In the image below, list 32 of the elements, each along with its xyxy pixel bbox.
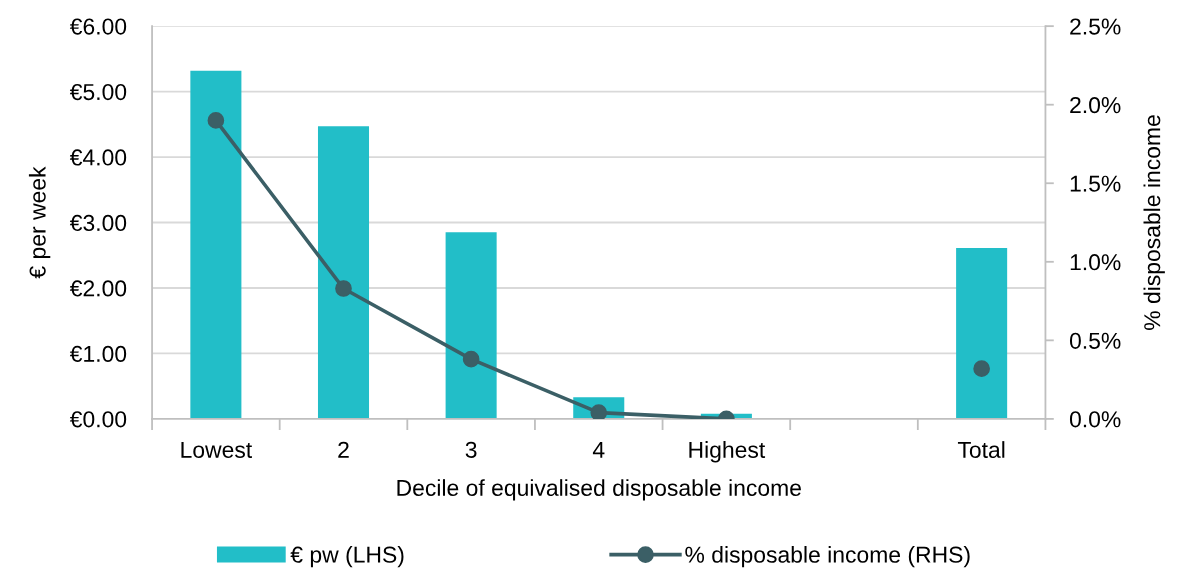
bar <box>317 126 370 419</box>
y-tick-label: €5.00 <box>69 83 127 101</box>
y2-tick-label: 0.5% <box>1069 332 1121 349</box>
y-tick-label: €4.00 <box>69 149 127 166</box>
y2-tick-label: 2.5% <box>1070 18 1121 35</box>
y2-tick-label: 2.0% <box>1070 97 1121 114</box>
legend-label: € pw (LHS) <box>290 545 404 568</box>
point <box>335 280 352 297</box>
point <box>462 350 480 368</box>
y-axis-title: € per week <box>28 166 51 279</box>
bar <box>445 232 497 419</box>
x-axis-title: Decile of equivalised disposable income <box>397 479 801 501</box>
x-tick-label: 2 <box>338 441 349 458</box>
point <box>973 360 990 377</box>
bar <box>190 70 242 419</box>
y-tick-label: €6.00 <box>69 18 127 35</box>
y-tick-label: €1.00 <box>69 345 127 362</box>
x-tick-label: 4 <box>592 441 605 458</box>
y2-axis-title: % disposable income <box>1143 115 1165 330</box>
y2-tick-label: 1.0% <box>1070 254 1121 271</box>
y-tick-label: €0.00 <box>69 411 127 428</box>
x-tick-label: 3 <box>465 441 477 458</box>
y-tick-label: €2.00 <box>69 280 127 297</box>
x-tick-label: Highest <box>689 441 766 463</box>
y-tick-label: €3.00 <box>69 214 127 232</box>
bar <box>956 248 1008 419</box>
y2-tick-label: 1.5% <box>1070 175 1121 192</box>
x-tick-label: Lowest <box>181 441 253 458</box>
legend-label: % disposable income (RHS) <box>685 545 970 568</box>
y2-tick-label: 0.0% <box>1069 411 1121 428</box>
x-tick-label: Total <box>957 441 1005 458</box>
point <box>207 112 225 129</box>
